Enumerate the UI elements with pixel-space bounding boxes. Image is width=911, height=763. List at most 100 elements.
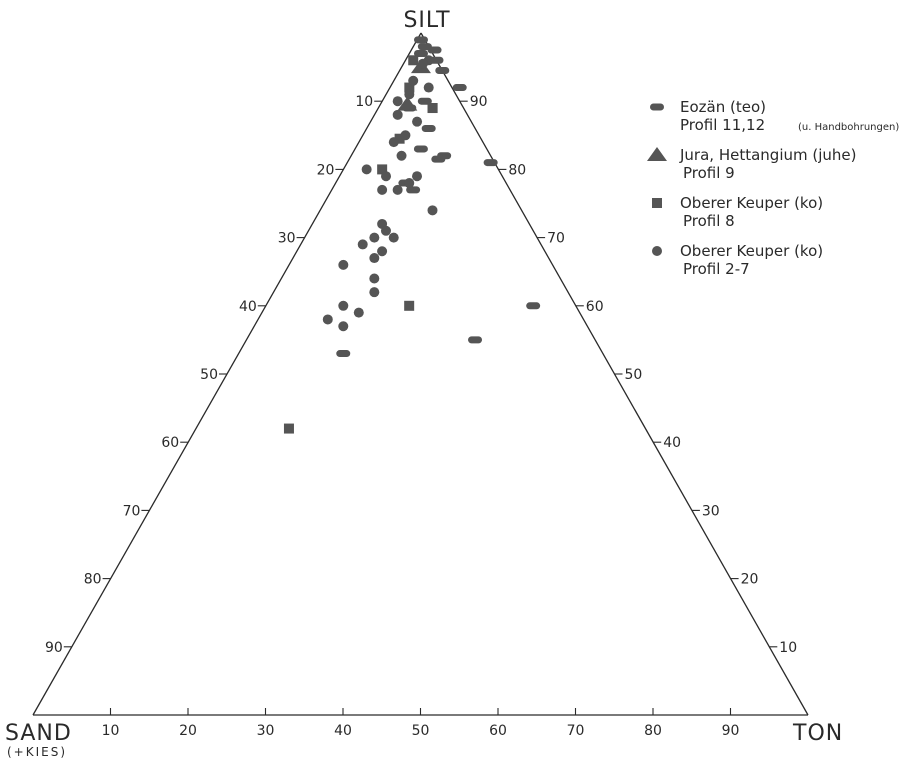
corner-label-ton: TON [792, 721, 843, 746]
data-point-circle [388, 232, 399, 243]
legend-series-name: Oberer Keuper (ko) [680, 242, 823, 260]
data-point-oval [417, 97, 432, 105]
triangle-axes [32, 32, 809, 716]
tick-label-bottom: 10 [102, 723, 120, 739]
data-point-circle [369, 273, 380, 284]
data-point-circle [400, 130, 411, 141]
data-point-circle [388, 137, 399, 148]
data-points [283, 36, 541, 434]
data-point-oval [435, 67, 450, 75]
tick-label-bottom: 90 [722, 723, 740, 739]
tick-label-bottom: 30 [257, 723, 275, 739]
tick-label-bottom: 20 [179, 723, 197, 739]
data-point-oval [427, 46, 442, 54]
tick-label-right: 60 [586, 299, 604, 315]
data-point-oval [413, 36, 428, 44]
tick-label-left: 20 [317, 162, 335, 178]
data-point-circle [380, 225, 391, 236]
data-point-circle [369, 287, 380, 298]
legend-series-name: Jura, Hettangium (juhe) [679, 146, 856, 164]
data-point-circle [353, 307, 364, 318]
tick-label-left: 60 [161, 435, 179, 451]
data-point-circle [377, 246, 388, 257]
data-point-circle [392, 109, 403, 120]
data-point-circle [377, 184, 388, 195]
tick-label-bottom: 50 [412, 723, 430, 739]
data-point-square [427, 103, 438, 114]
legend: Eozän (teo)Profil 11,12 (u. Handbohrungen… [647, 98, 899, 278]
data-point-oval [336, 350, 351, 358]
tick-label-right: 20 [741, 572, 759, 588]
tick-label-bottom: 80 [644, 723, 662, 739]
data-point-circle [412, 116, 423, 127]
legend-series-name: Oberer Keuper (ko) [680, 194, 823, 212]
tick-label-left: 30 [278, 231, 296, 247]
tick-label-bottom: 70 [567, 723, 585, 739]
data-point-circle [322, 314, 333, 325]
tick-label-left: 80 [84, 572, 102, 588]
data-point-triangle [397, 96, 418, 111]
legend-series-sub: Profil 8 [683, 212, 735, 230]
data-point-circle [338, 321, 349, 332]
data-point-oval [406, 186, 421, 194]
data-point-oval [413, 49, 428, 57]
data-point-square [404, 82, 415, 93]
tick-label-right: 50 [625, 367, 643, 383]
tick-label-left: 90 [45, 640, 63, 656]
data-point-circle [404, 178, 415, 189]
data-point-oval [452, 84, 467, 92]
data-point-circle [369, 232, 380, 243]
data-point-circle [338, 259, 349, 270]
legend-marker-circle [652, 246, 662, 256]
data-point-oval [431, 155, 446, 163]
data-point-oval [468, 336, 483, 344]
data-point-circle [404, 89, 415, 100]
tick-label-right: 70 [547, 231, 565, 247]
data-point-oval [413, 145, 428, 153]
data-point-circle [423, 82, 434, 93]
data-point-circle [361, 164, 372, 175]
tick-label-left: 70 [123, 503, 141, 519]
corner-label-silt: SILT [403, 8, 450, 33]
data-point-circle [396, 150, 407, 161]
data-point-square [283, 423, 294, 434]
data-point-oval [421, 124, 436, 132]
legend-marker-square [652, 198, 662, 208]
data-point-circle [369, 253, 380, 264]
legend-series-note: (u. Handbohrungen) [798, 122, 899, 133]
data-point-circle [338, 300, 349, 311]
data-point-circle [408, 75, 419, 86]
tick-label-bottom: 60 [489, 723, 507, 739]
tick-label-bottom: 40 [334, 723, 352, 739]
data-point-square [394, 133, 405, 144]
data-point-oval [526, 302, 541, 310]
tick-label-right: 30 [702, 503, 720, 519]
data-point-circle [417, 58, 428, 69]
data-point-circle [427, 205, 438, 216]
data-point-oval [483, 159, 498, 167]
data-point-circle [412, 171, 423, 182]
data-point-circle [392, 96, 403, 107]
corner-label-sand: SAND [5, 721, 72, 746]
data-point-square [408, 55, 419, 66]
legend-series-sub: Profil 2-7 [683, 260, 750, 278]
data-point-circle [392, 184, 403, 195]
tick-label-left: 10 [355, 94, 373, 110]
data-point-square [377, 164, 388, 175]
axis-ticks: 10 20 30 40 50 60 70 80 90 10 20 30 40 50 60 70 80 90 10 20… [45, 94, 797, 739]
tick-label-right: 90 [470, 94, 488, 110]
legend-series-sub: Profil 11,12 [680, 116, 765, 134]
data-point-square [404, 300, 415, 311]
legend-series-sub: Profil 9 [683, 164, 735, 182]
legend-marker-triangle [647, 147, 667, 161]
data-point-circle [381, 171, 392, 182]
tick-label-left: 40 [239, 299, 257, 315]
corner-label-sand-sub: (+KIES) [7, 745, 67, 759]
legend-marker-oval [650, 103, 664, 111]
tick-label-right: 40 [663, 435, 681, 451]
tick-label-right: 10 [779, 640, 797, 656]
legend-series-name: Eozän (teo) [680, 98, 766, 116]
data-point-circle [357, 239, 368, 250]
tick-label-right: 80 [508, 162, 526, 178]
